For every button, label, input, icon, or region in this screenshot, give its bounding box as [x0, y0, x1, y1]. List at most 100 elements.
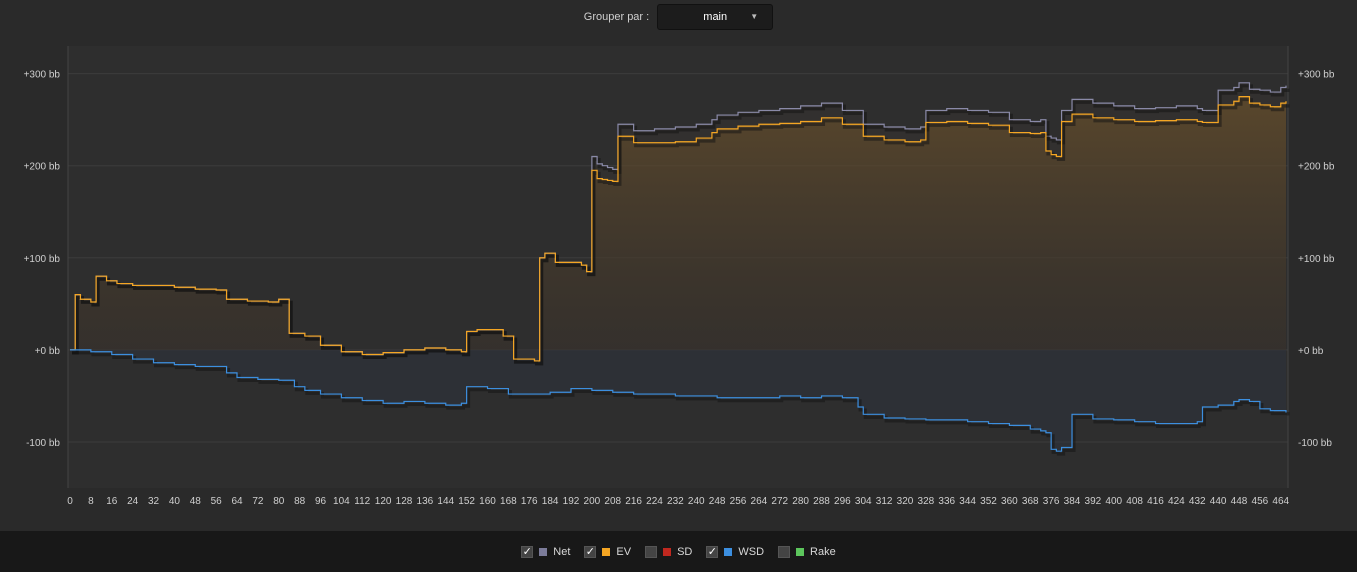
y-tick-label-left: -100 bb [26, 438, 60, 449]
x-tick-label: 104 [333, 496, 350, 507]
x-tick-label: 64 [231, 496, 243, 507]
x-tick-label: 120 [375, 496, 392, 507]
x-tick-label: 176 [521, 496, 538, 507]
y-tick-label-right: +100 bb [1298, 254, 1335, 265]
x-tick-label: 200 [584, 496, 601, 507]
x-tick-label: 296 [834, 496, 851, 507]
legend-label: WSD [738, 545, 765, 558]
legend-item-net[interactable]: ✓ Net [521, 545, 571, 558]
x-tick-label: 96 [315, 496, 327, 507]
x-tick-label: 280 [792, 496, 809, 507]
x-tick-label: 416 [1147, 496, 1164, 507]
x-tick-label: 112 [354, 496, 370, 507]
x-tick-label: 448 [1231, 496, 1248, 507]
x-tick-label: 232 [667, 496, 684, 507]
legend-label: Net [553, 545, 571, 558]
legend-label: SD [677, 545, 693, 558]
x-tick-label: 336 [938, 496, 955, 507]
x-tick-label: 192 [563, 496, 580, 507]
x-tick-label: 352 [980, 496, 997, 507]
legend: ✓ Net ✓ EV SD ✓ WSD Rake [0, 531, 1357, 572]
x-tick-label: 256 [730, 496, 747, 507]
x-tick-label: 216 [625, 496, 642, 507]
x-tick-label: 312 [876, 496, 893, 507]
group-by-select[interactable]: main ▼ [657, 4, 774, 30]
x-tick-label: 136 [417, 496, 434, 507]
x-tick-label: 168 [500, 496, 517, 507]
y-tick-label-left: +100 bb [24, 254, 61, 265]
x-tick-label: 424 [1168, 496, 1185, 507]
x-tick-label: 248 [709, 496, 726, 507]
x-tick-label: 16 [106, 496, 118, 507]
checkbox[interactable]: ✓ [584, 545, 597, 558]
x-tick-label: 344 [959, 496, 976, 507]
legend-swatch [796, 547, 805, 556]
legend-label: EV [616, 545, 632, 558]
x-tick-label: 224 [646, 496, 663, 507]
x-tick-label: 144 [437, 496, 454, 507]
x-tick-label: 264 [751, 496, 768, 507]
series-line-ev [70, 96, 1287, 362]
x-tick-label: 400 [1105, 496, 1122, 507]
x-tick-label: 208 [604, 496, 621, 507]
x-tick-label: 240 [688, 496, 705, 507]
x-tick-label: 72 [252, 496, 264, 507]
legend-item-wsd[interactable]: ✓ WSD [706, 545, 765, 558]
x-tick-label: 376 [1043, 496, 1060, 507]
x-tick-label: 368 [1022, 496, 1039, 507]
group-by-value: main [703, 11, 728, 23]
checkbox[interactable]: ✓ [521, 545, 534, 558]
x-tick-label: 408 [1126, 496, 1143, 507]
x-tick-label: 40 [169, 496, 181, 507]
group-by-bar: Grouper par : main ▼ [0, 4, 1357, 30]
series-area-ev [70, 96, 1286, 361]
legend-label: Rake [810, 545, 836, 558]
y-tick-label-right: +300 bb [1298, 70, 1335, 81]
bankroll-chart: +300 bb +200 bb +100 bb +0 bb -100 bb +300 b… [24, 46, 1335, 507]
legend-swatch [602, 547, 611, 556]
legend-item-ev[interactable]: ✓ EV [584, 545, 632, 558]
x-tick-label: 8 [88, 496, 94, 507]
x-tick-label: 0 [67, 496, 73, 507]
y-tick-label-right: +200 bb [1298, 162, 1335, 173]
legend-item-sd[interactable]: SD [645, 545, 693, 558]
checkbox[interactable] [778, 545, 791, 558]
x-tick-label: 32 [148, 496, 160, 507]
x-tick-label: 272 [771, 496, 788, 507]
series-area-wsd [70, 349, 1286, 452]
x-tick-label: 432 [1189, 496, 1206, 507]
chevron-down-icon: ▼ [750, 12, 759, 21]
x-tick-label: 56 [211, 496, 223, 507]
y-tick-label-right: +0 bb [1298, 346, 1324, 357]
legend-item-rake[interactable]: Rake [778, 545, 836, 558]
legend-swatch [539, 547, 548, 556]
x-tick-label: 288 [813, 496, 830, 507]
series-shadow-ev [72, 98, 1290, 366]
x-tick-label: 184 [542, 496, 559, 507]
x-tick-label: 440 [1210, 496, 1227, 507]
x-tick-label: 304 [855, 496, 872, 507]
x-tick-label: 360 [1001, 496, 1018, 507]
legend-swatch [663, 547, 672, 556]
x-tick-label: 456 [1252, 496, 1269, 507]
y-tick-label-left: +200 bb [24, 162, 61, 173]
x-tick-label: 152 [458, 496, 475, 507]
series-line-wsd [70, 349, 1287, 452]
checkbox[interactable]: ✓ [706, 545, 719, 558]
x-tick-label: 128 [396, 496, 413, 507]
x-tick-label: 24 [127, 496, 139, 507]
series-shadow-wsd [72, 351, 1290, 456]
x-tick-label: 320 [897, 496, 914, 507]
x-tick-label: 384 [1064, 496, 1081, 507]
x-tick-label: 464 [1272, 496, 1289, 507]
checkbox[interactable] [645, 545, 658, 558]
x-tick-label: 328 [918, 496, 935, 507]
group-by-label: Grouper par : [583, 11, 650, 23]
x-tick-label: 160 [479, 496, 496, 507]
y-tick-label-right: -100 bb [1298, 438, 1332, 449]
y-tick-label-left: +0 bb [35, 346, 61, 357]
y-tick-label-left: +300 bb [24, 70, 61, 81]
x-tick-label: 392 [1085, 496, 1102, 507]
x-tick-label: 80 [273, 496, 285, 507]
legend-swatch [724, 547, 733, 556]
